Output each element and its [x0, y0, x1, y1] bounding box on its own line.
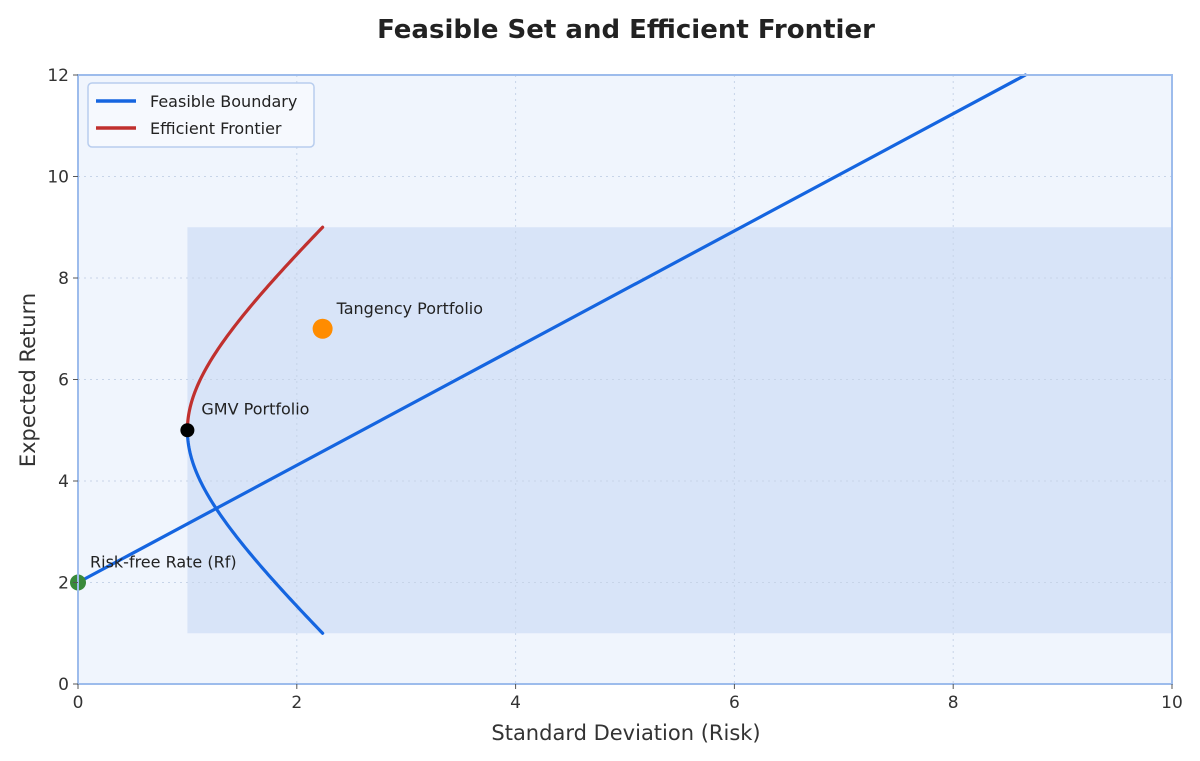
- y-tick-label: 4: [58, 472, 69, 492]
- legend: Feasible Boundary Efficient Frontier: [87, 82, 315, 148]
- series-layer: [76, 73, 1027, 635]
- point-label-1: GMV Portfolio: [201, 399, 309, 418]
- x-tick-label: 6: [729, 693, 740, 713]
- point-marker-1: [180, 423, 195, 438]
- y-tick-label: 10: [47, 168, 69, 188]
- y-tick-label: 0: [58, 675, 69, 695]
- y-tick-label: 2: [58, 574, 69, 594]
- legend-label-0: Feasible Boundary: [150, 92, 297, 111]
- y-axis-label: Expected Return: [16, 293, 40, 467]
- y-axis-ticks: 0 2 4 6 8 10 12: [47, 66, 78, 695]
- x-tick-label: 4: [510, 693, 521, 713]
- x-tick-label: 0: [73, 693, 84, 713]
- legend-label-1: Efficient Frontier: [150, 119, 282, 138]
- series-line-0: [185, 428, 325, 635]
- point-marker-2: [312, 318, 333, 339]
- y-tick-label: 6: [58, 371, 69, 391]
- series-line-1: [185, 225, 325, 432]
- y-tick-label: 8: [58, 269, 69, 289]
- legend-box: [87, 82, 315, 148]
- x-tick-label: 2: [291, 693, 302, 713]
- y-tick-label: 12: [47, 66, 69, 86]
- grid: [78, 75, 1172, 684]
- chart-title: Feasible Set and Efficient Frontier: [377, 15, 875, 45]
- point-label-2: Tangency Portfolio: [336, 299, 483, 318]
- series-line-2: [76, 73, 1027, 585]
- x-tick-label: 10: [1161, 693, 1183, 713]
- x-axis-ticks: 0 2 4 6 8 10: [73, 684, 1183, 713]
- feasible-region: [187, 227, 1172, 634]
- x-tick-label: 8: [948, 693, 959, 713]
- points-layer: Risk-free Rate (Rf) GMV Portfolio Tangency…: [70, 299, 483, 591]
- point-label-0: Risk-free Rate (Rf): [90, 553, 237, 572]
- x-axis-label: Standard Deviation (Risk): [491, 721, 760, 745]
